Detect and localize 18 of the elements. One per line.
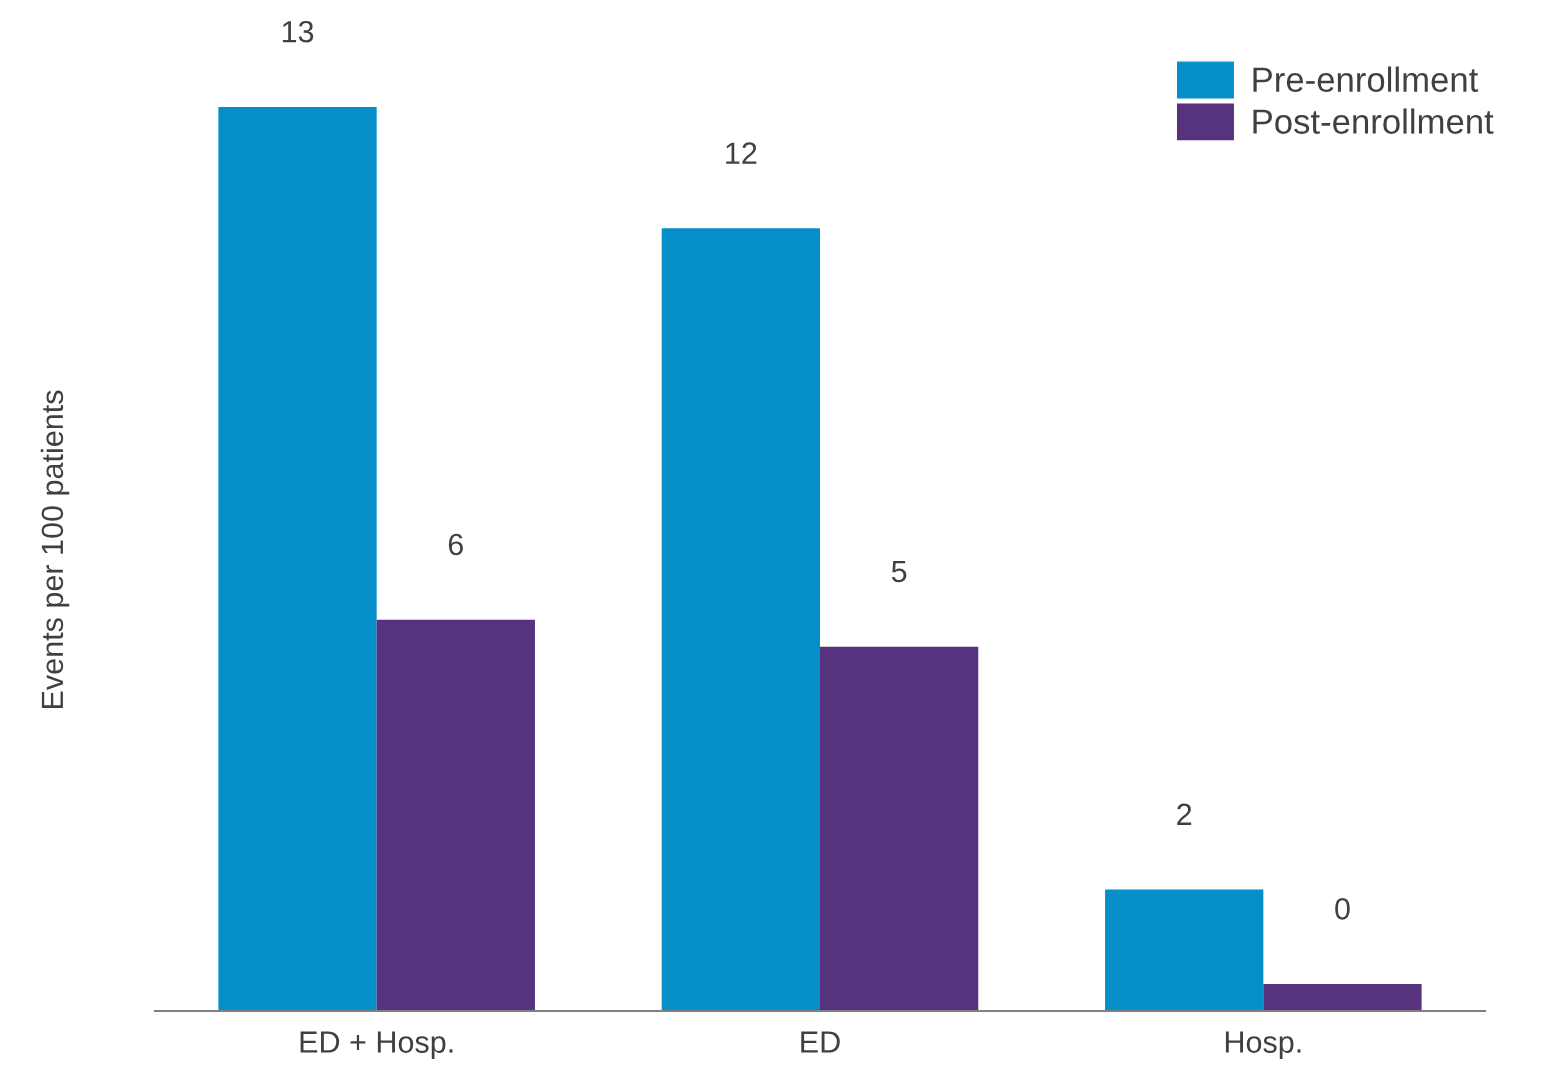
x-tick-label: Hosp. [1225,1031,1301,1059]
x-tick-label: ED [801,1031,840,1053]
data-label: 0 [1335,898,1350,920]
y-axis-title: Events per 100 patients [40,390,70,708]
x-tick-label: ED + Hosp. [300,1031,453,1059]
bar [661,228,820,1011]
bar [1263,984,1422,1011]
data-label: 2 [1177,803,1192,825]
data-label: 12 [726,142,757,164]
data-label: 5 [891,560,907,583]
bar [1105,889,1264,1011]
bar [820,646,979,1011]
bar [218,106,377,1011]
legend-label: Post-enrollment [1253,108,1494,134]
bar [376,619,535,1011]
data-label: 13 [282,20,314,43]
data-label: 6 [448,533,463,556]
legend-label: Pre-enrollment [1253,66,1479,93]
